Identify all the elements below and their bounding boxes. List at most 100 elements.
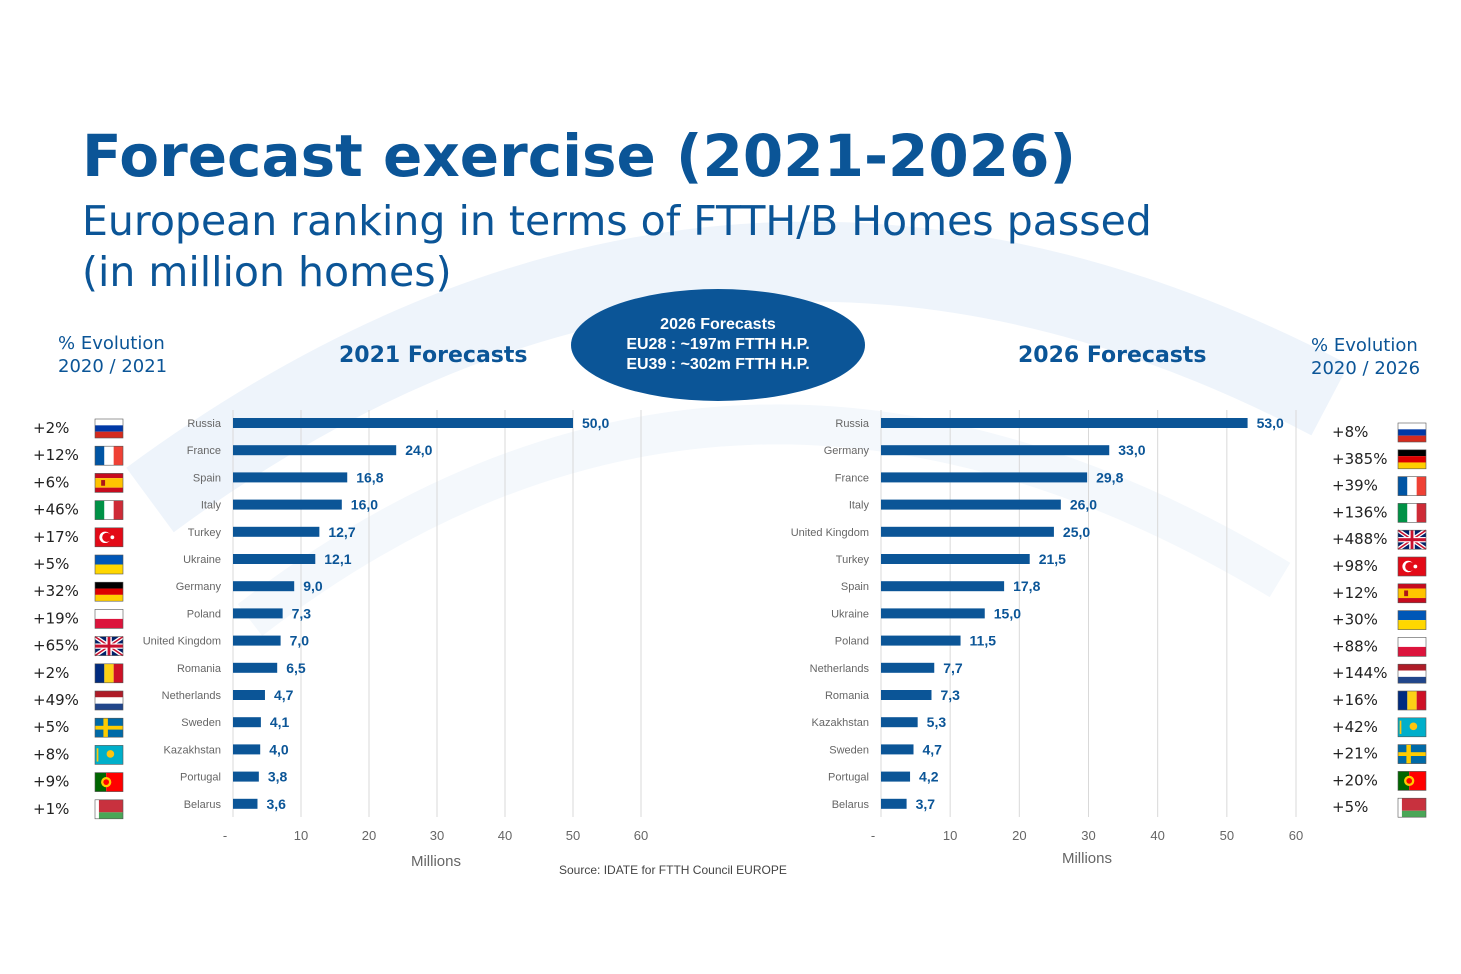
evolution-percent: +2% (33, 664, 69, 682)
value-label: 7,7 (943, 660, 963, 676)
value-label: 50,0 (582, 415, 609, 431)
category-label: Turkey (188, 527, 222, 539)
value-label: 7,3 (940, 687, 960, 703)
evolution-row: +16% (1332, 690, 1427, 711)
evolution-row: +5% (33, 717, 124, 738)
right-evolution-heading-line-2: 2020 / 2026 (1311, 358, 1421, 379)
evolution-row: +2% (33, 418, 124, 439)
x-tick-label: - (871, 828, 875, 843)
romania-flag-icon (1397, 690, 1427, 711)
evolution-row: +19% (33, 609, 124, 629)
bar (233, 499, 342, 510)
netherlands-flag-icon (94, 690, 124, 711)
subtitle-line-2: (in million homes) (82, 248, 452, 296)
category-label: United Kingdom (791, 527, 869, 539)
x-tick-label: 30 (430, 828, 444, 843)
romania-flag-icon (94, 663, 124, 684)
x-axis-label: Millions (1062, 850, 1112, 867)
bar (881, 445, 1110, 456)
bar (881, 662, 935, 673)
value-label: 15,0 (994, 605, 1021, 621)
evolution-percent: +49% (33, 691, 79, 709)
badge-line-3: EU39 : ~302m FTTH H.P. (626, 356, 810, 373)
category-label: Kazakhstan (812, 717, 869, 729)
bar (233, 771, 259, 782)
evolution-row: +30% (1332, 610, 1427, 630)
x-tick-label: 40 (1150, 828, 1164, 843)
category-label: Ukraine (831, 608, 869, 620)
germany-flag-icon (94, 581, 124, 602)
bar (233, 662, 278, 673)
value-label: 3,6 (266, 796, 286, 812)
page-subtitle: European ranking in terms of FTTH/B Home… (82, 196, 1232, 298)
kazakhstan-flag-icon (94, 745, 124, 765)
russia-flag-icon (94, 418, 124, 439)
germany-flag-icon (1397, 449, 1427, 470)
evolution-row: +21% (1332, 744, 1427, 764)
page-title: Forecast exercise (2021-2026) (82, 122, 1076, 190)
bar (233, 690, 265, 700)
value-label: 25,0 (1063, 524, 1090, 540)
evolution-row: +2% (33, 663, 124, 684)
category-label: Belarus (832, 799, 870, 811)
x-tick-label: 60 (634, 828, 648, 843)
evolution-percent: +385% (1332, 450, 1387, 468)
x-tick-label: 60 (1289, 828, 1303, 843)
evolution-percent: +9% (33, 773, 69, 791)
category-label: Kazakhstan (164, 744, 221, 756)
evolution-percent: +65% (33, 637, 79, 655)
bar (881, 554, 1030, 564)
evolution-percent: +21% (1332, 745, 1378, 763)
evolution-percent: +5% (33, 555, 69, 573)
sweden-flag-icon (94, 717, 124, 738)
bar (881, 472, 1088, 483)
x-tick-label: 20 (362, 828, 376, 843)
value-label: 16,8 (356, 469, 383, 485)
turkey-flag-icon (94, 527, 124, 548)
category-label: Portugal (180, 772, 221, 784)
sweden-flag-icon (1397, 744, 1427, 764)
evolution-row: +136% (1332, 503, 1427, 523)
category-label: Poland (835, 636, 869, 648)
forecast-badge: 2026 Forecasts EU28 : ~197m FTTH H.P. EU… (571, 289, 865, 401)
value-label: 21,5 (1039, 551, 1066, 567)
bar (233, 717, 261, 728)
bar (881, 798, 907, 809)
category-label: Germany (176, 581, 222, 593)
evolution-percent: +20% (1332, 771, 1378, 789)
value-label: 4,2 (919, 769, 939, 785)
evolution-row: +39% (1332, 476, 1427, 496)
turkey-flag-icon (1397, 556, 1427, 577)
evolution-row: +12% (1332, 583, 1427, 604)
evolution-row: +488% (1332, 528, 1428, 551)
value-label: 29,8 (1096, 469, 1123, 485)
bar (233, 554, 316, 564)
bar (233, 798, 258, 809)
category-label: Netherlands (810, 663, 870, 675)
category-label: Sweden (181, 717, 221, 729)
bar (881, 581, 1005, 592)
evolution-row: +6% (33, 473, 124, 493)
evolution-percent: +488% (1332, 530, 1387, 548)
value-label: 17,8 (1013, 578, 1040, 594)
evolution-row: +32% (33, 581, 124, 602)
value-label: 11,5 (970, 633, 997, 649)
value-label: 16,0 (351, 497, 378, 513)
evolution-percent: +5% (33, 718, 69, 736)
evolution-row: +8% (33, 745, 124, 765)
evolution-percent: +17% (33, 528, 79, 546)
evolution-row: +88% (1332, 637, 1427, 657)
evolution-percent: +8% (33, 745, 69, 763)
france-flag-icon (94, 445, 124, 466)
value-label: 3,7 (916, 796, 936, 812)
x-tick-label: 10 (294, 828, 308, 843)
bar (881, 635, 961, 646)
value-label: 33,0 (1118, 442, 1145, 458)
bar (881, 690, 932, 700)
category-label: Italy (201, 500, 222, 512)
united-kingdom-flag-icon (1396, 528, 1428, 551)
evolution-percent: +12% (33, 446, 79, 464)
value-label: 9,0 (303, 578, 323, 594)
value-label: 4,1 (270, 714, 290, 730)
evolution-row: +98% (1332, 556, 1427, 577)
